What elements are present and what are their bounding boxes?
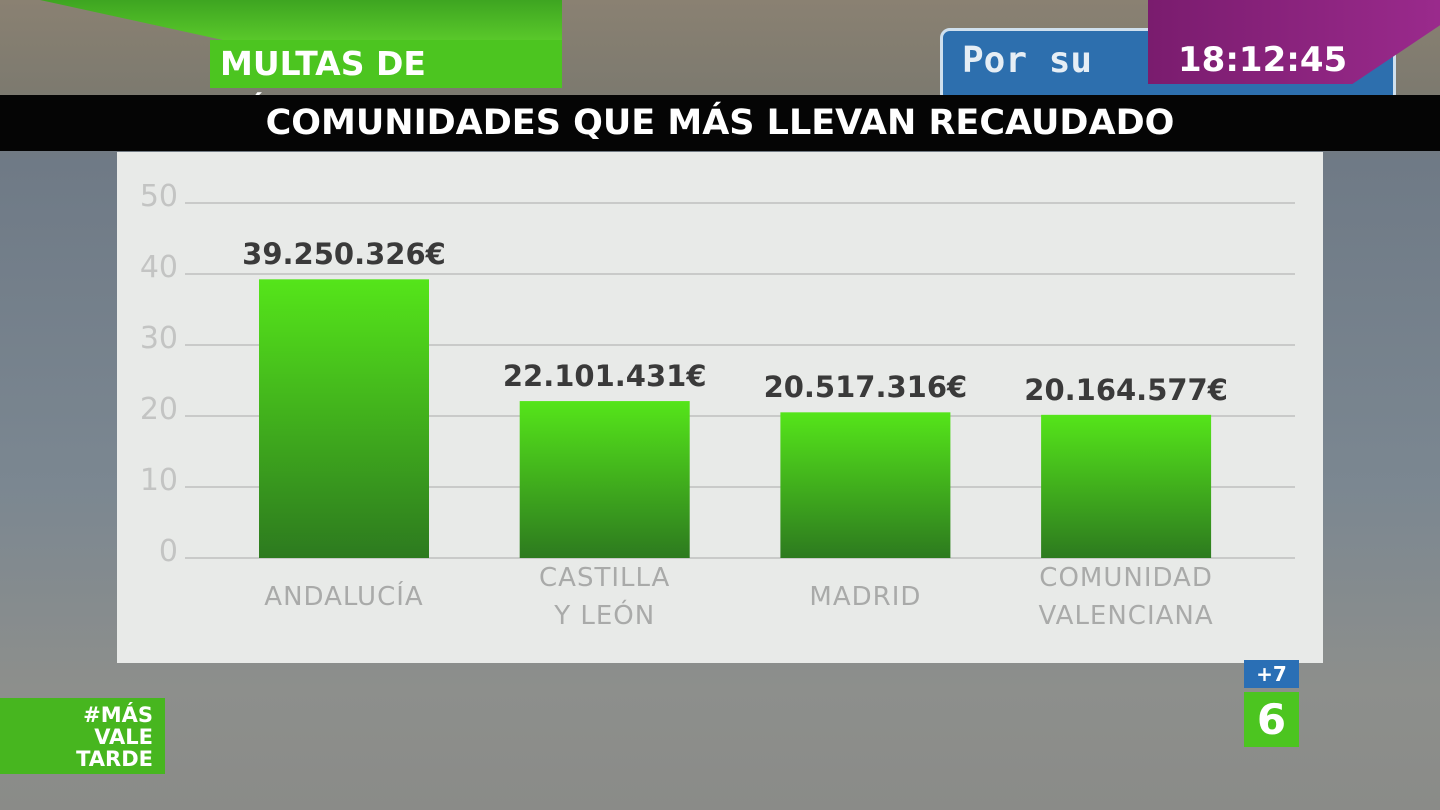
x-tick-label: CASTILLA Y LEÓN (539, 563, 671, 631)
y-tick-label: 0 (158, 534, 178, 569)
x-tick-label: COMUNIDAD VALENCIANA (1038, 563, 1214, 631)
y-tick-label: 40 (139, 250, 178, 285)
chart-title: COMUNIDADES QUE MÁS LLEVAN RECAUDADO (0, 95, 1440, 151)
value-label: 20.164.577€ (1024, 372, 1228, 407)
value-label: 22.101.431€ (502, 359, 707, 394)
clock: 18:12:45 (1178, 40, 1348, 80)
x-tick-label: ANDALUCÍA (264, 582, 424, 612)
bar (1041, 414, 1212, 558)
bar (259, 279, 429, 558)
value-label: 20.517.316€ (763, 370, 968, 405)
channel-logo: 6 (1244, 692, 1299, 747)
y-tick-label: 30 (139, 321, 178, 356)
bar (780, 412, 951, 558)
x-tick-label: MADRID (809, 582, 922, 612)
hashtag: #MÁS VALE TARDE (0, 698, 165, 774)
channel-plus: +7 (1244, 660, 1299, 688)
y-tick-label: 50 (139, 179, 178, 214)
y-tick-label: 10 (139, 463, 178, 498)
sign-text: Por su (962, 40, 1093, 81)
value-label: 39.250.326€ (242, 237, 446, 272)
bar (519, 401, 690, 558)
y-tick-label: 20 (139, 392, 178, 427)
